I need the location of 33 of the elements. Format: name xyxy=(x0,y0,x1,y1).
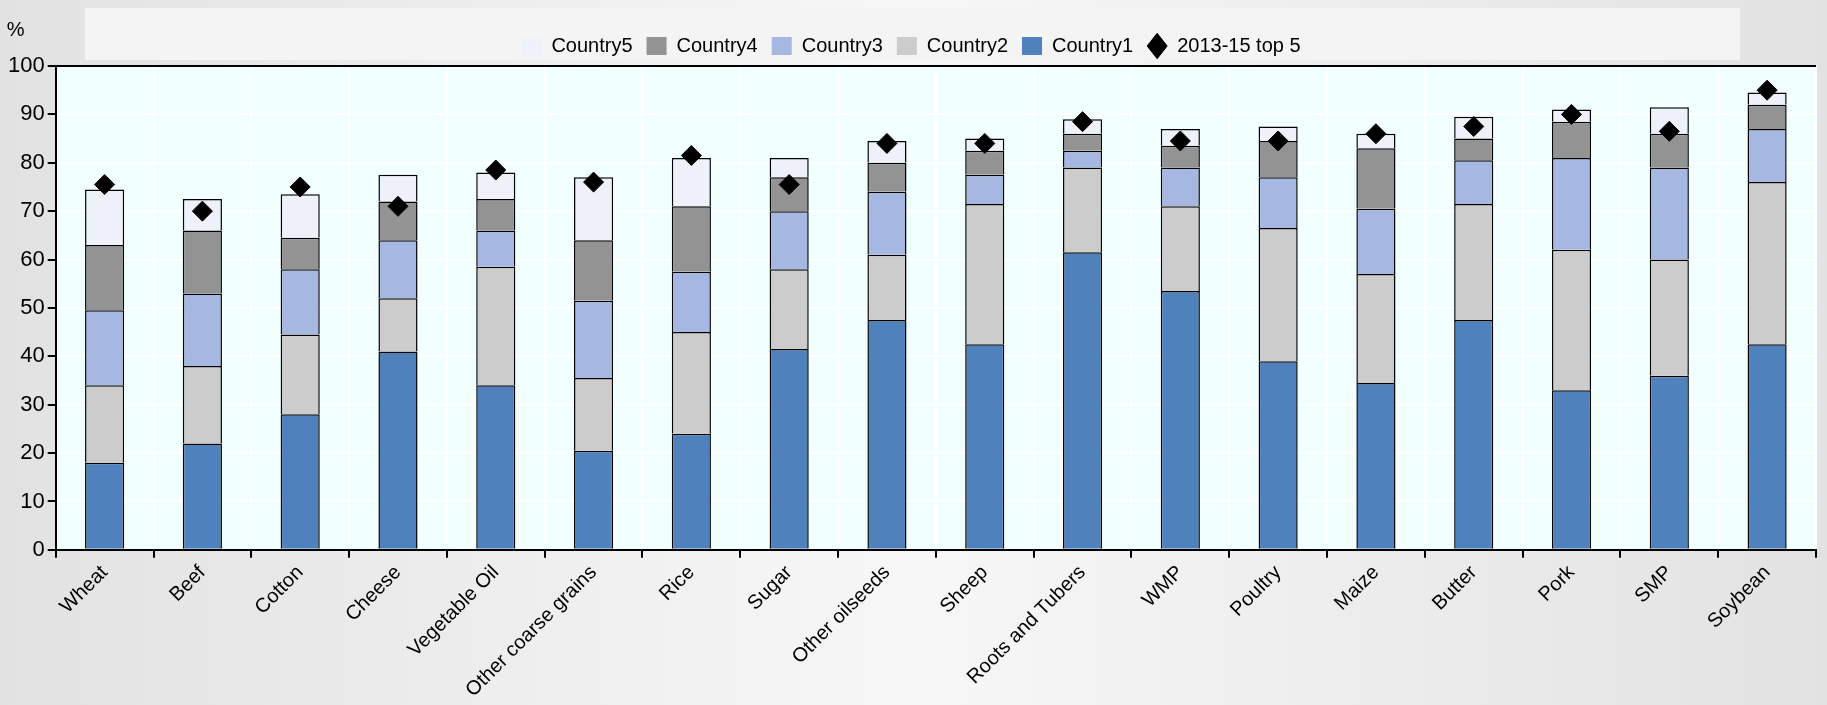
point xyxy=(680,145,702,167)
y-tick-label: 90 xyxy=(20,100,45,126)
point xyxy=(289,176,311,198)
y-tick-label: 40 xyxy=(20,342,45,368)
legend-label: Country3 xyxy=(801,33,883,56)
point xyxy=(94,174,116,196)
legend-label: Country5 xyxy=(551,33,633,56)
legend-label: Country1 xyxy=(1052,33,1134,56)
point xyxy=(876,132,898,154)
x-tick-label: Rice xyxy=(654,560,699,605)
y-tick-label: 20 xyxy=(20,439,45,465)
y-tick-label: 100 xyxy=(7,52,45,78)
legend-label: Country2 xyxy=(926,33,1009,56)
point xyxy=(1756,79,1778,101)
point xyxy=(974,132,996,154)
y-tick-label: 70 xyxy=(20,197,45,223)
point xyxy=(1561,103,1583,125)
legend-label: Country4 xyxy=(676,33,758,56)
point xyxy=(1072,111,1094,133)
point xyxy=(1365,123,1387,145)
y-axis-title: % xyxy=(6,17,25,40)
y-tick-label: 30 xyxy=(20,390,45,416)
point xyxy=(387,195,409,217)
y-tick-label: 10 xyxy=(20,487,45,513)
y-tick-label: 50 xyxy=(20,293,45,319)
y-tick-label: 80 xyxy=(20,148,45,174)
legend-label: 2013-15 top 5 xyxy=(1177,33,1301,56)
y-tick-label: 60 xyxy=(20,245,45,271)
point xyxy=(583,171,605,193)
point xyxy=(485,159,507,181)
y-tick-label: 0 xyxy=(32,535,45,561)
point xyxy=(1169,130,1191,152)
point xyxy=(1267,130,1289,152)
